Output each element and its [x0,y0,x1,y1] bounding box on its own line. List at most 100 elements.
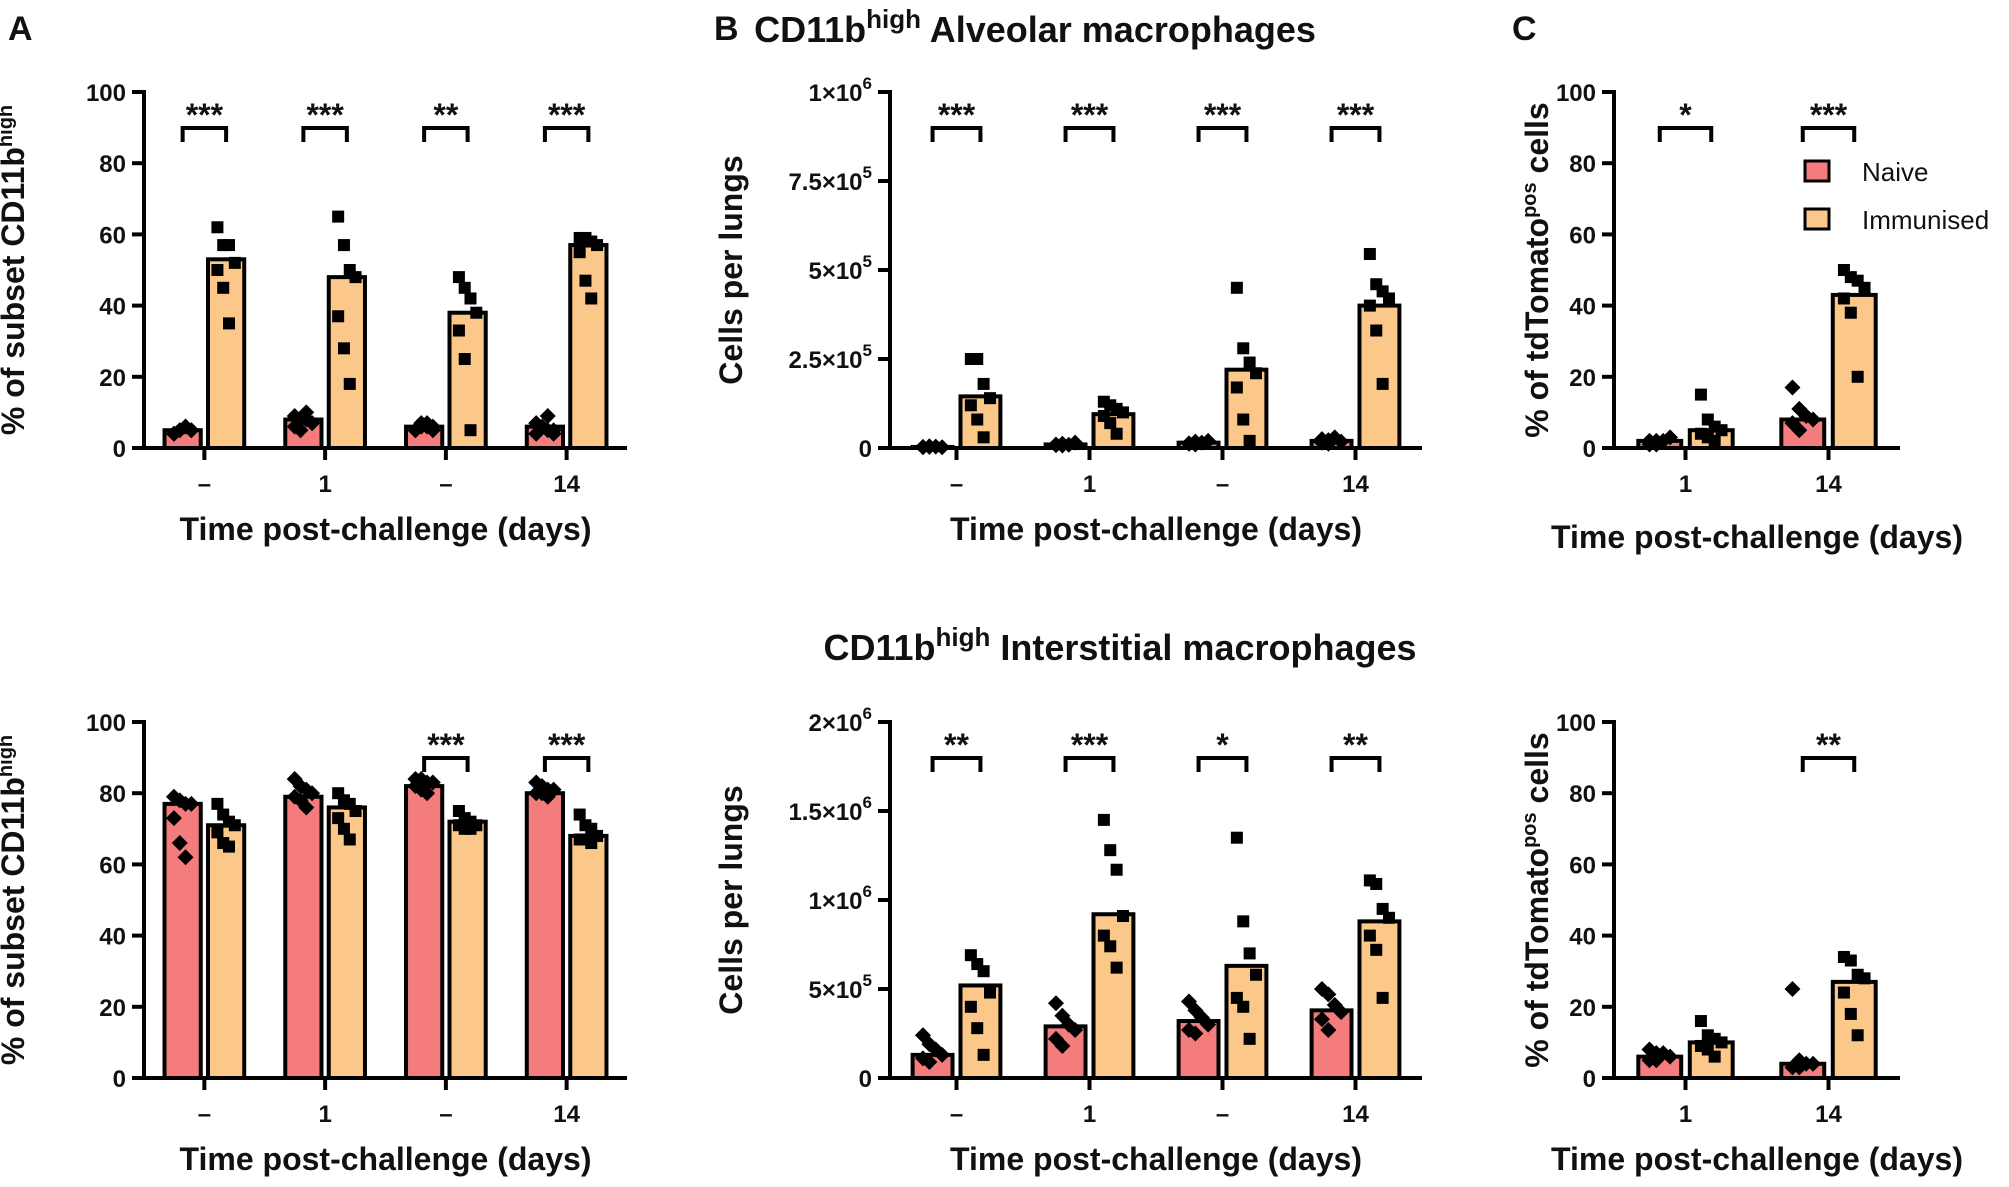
point-naive [304,415,321,432]
y-axis-title: % of tdTomatopos cells [1519,102,1555,437]
point-immunised [1117,406,1130,419]
point-naive [1067,434,1084,451]
x-tick-label: – [1216,471,1229,498]
point-naive [539,407,556,424]
point-immunised [228,256,241,269]
title-interstitial-rest: Interstitial macrophages [990,627,1416,668]
sig-bracket [1657,126,1714,142]
point-immunised [1097,929,1110,942]
point-naive [934,439,951,456]
y-axis-title-sup: high [0,105,17,147]
chart-a-top: 0 20 40 60 80 100 % of subset CD11bhigh Time po… [0,80,627,547]
point-naive [183,795,200,812]
y-axis-title: % of subset CD11bhigh [0,105,31,435]
y-tick-label: 60 [99,222,126,249]
x-tick-label: 14 [1342,1101,1369,1128]
point-immunised [1230,381,1243,394]
x-tick-label: 1 [1083,471,1096,498]
point-immunised [332,812,345,825]
point-immunised [1370,324,1383,337]
x-tick-label: 1 [318,471,331,498]
point-naive [1784,981,1801,997]
y-tick-exponent: 5 [863,163,872,182]
point-immunised [1844,306,1857,319]
point-immunised [1110,863,1123,876]
point-immunised [1844,1007,1857,1020]
point-immunised [223,239,236,252]
sig-label: *** [306,97,344,133]
point-naive [1648,436,1665,453]
sig-bracket [422,756,470,772]
y-tick-label: 100 [1556,80,1596,107]
y-tick-label: 1×106 [808,882,872,915]
legend-label-immunised: Immunised [1862,205,1989,235]
panel-letter-c: C [1512,10,1537,48]
y-tick-label: 20 [99,365,126,392]
point-immunised [1243,356,1256,369]
bar-naive-1 [283,794,324,1080]
point-immunised [1715,424,1728,437]
point-immunised [585,837,598,850]
point-immunised [343,833,356,846]
legend-label-naive: Naive [1862,157,1928,187]
point-naive [1054,437,1071,454]
point-immunised [591,239,604,252]
point-immunised [458,281,471,294]
point-immunised [1250,367,1263,380]
point-immunised [452,271,465,284]
point-immunised [337,342,350,355]
point-immunised [1243,947,1256,960]
y-tick-label: 2.5×105 [788,341,872,374]
point-immunised [337,822,350,835]
point-immunised [984,986,997,999]
y-tick-label: 60 [1569,222,1596,249]
point-immunised [1237,1000,1250,1013]
y-tick-label: 7.5×105 [788,163,872,196]
y-tick-label: 40 [99,294,126,321]
point-immunised [977,1048,990,1061]
sig-label: * [1216,727,1229,763]
point-immunised [349,805,362,817]
point-immunised [1694,1015,1707,1028]
point-naive [183,422,200,439]
point-immunised [1110,961,1123,974]
x-axis-title: Time post-challenge (days) [1551,1141,1963,1177]
point-immunised [1383,911,1396,924]
chart-a-bottom: 0 20 40 60 80 100 % of subset CD11bhigh Time po… [0,710,627,1177]
sig-label: ** [944,727,969,763]
y-axis-title: % of subset CD11bhigh [0,735,31,1065]
y-tick-label: 80 [99,151,126,178]
point-immunised [458,353,471,365]
x-tick-label: 1 [1679,471,1692,498]
x-tick-label: 1 [1083,1101,1096,1128]
point-naive [1805,1055,1822,1072]
point-immunised [1110,427,1123,440]
point-naive [1320,1021,1337,1038]
point-naive [1320,986,1337,1003]
point-immunised [228,819,241,832]
point-naive [1791,422,1808,439]
sig-label: *** [548,727,586,763]
point-naive [1047,995,1064,1012]
x-tick-label: 14 [1815,471,1842,498]
point-immunised [1370,877,1383,890]
y-tick-exponent: 6 [863,704,872,723]
point-immunised [1844,954,1857,967]
bar-immunised-1 [326,275,367,450]
point-immunised [1363,929,1376,942]
title-interstitial-sup: high [936,622,991,652]
point-immunised [1243,1032,1256,1045]
y-axis-title-sup: pos [1519,182,1541,218]
y-tick-mantissa: 1×10 [808,888,862,915]
y-axis-title: Cells per lungs [713,785,749,1014]
point-immunised [464,424,477,437]
point-immunised [971,353,984,365]
x-tick-label: – [198,471,211,498]
point-immunised [977,965,990,978]
y-tick-label: 20 [99,995,126,1022]
point-naive [1662,1048,1679,1065]
sig-bracket [1329,126,1382,142]
